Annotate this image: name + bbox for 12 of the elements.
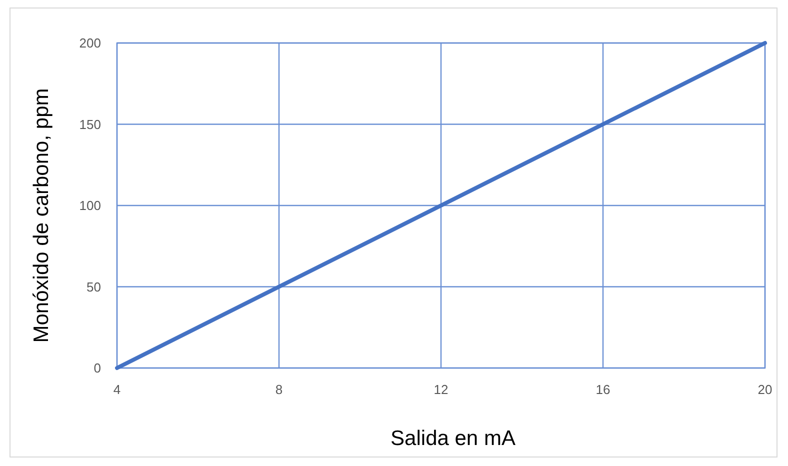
x-tick-label: 16	[596, 382, 610, 397]
x-tick-label: 4	[113, 382, 121, 397]
x-axis-title: Salida en mA	[390, 427, 516, 450]
x-tick-label: 20	[758, 382, 772, 397]
x-tick-label: 8	[275, 382, 283, 397]
y-tick-label: 0	[94, 360, 101, 376]
y-tick-label: 200	[79, 36, 101, 51]
x-tick-label: 12	[434, 382, 448, 397]
y-tick-label: 50	[86, 279, 101, 294]
y-tick-label: 150	[79, 116, 101, 132]
y-tick-label: 100	[79, 198, 101, 214]
y-axis-title: Monóxido de carbono, ppm	[30, 88, 53, 343]
